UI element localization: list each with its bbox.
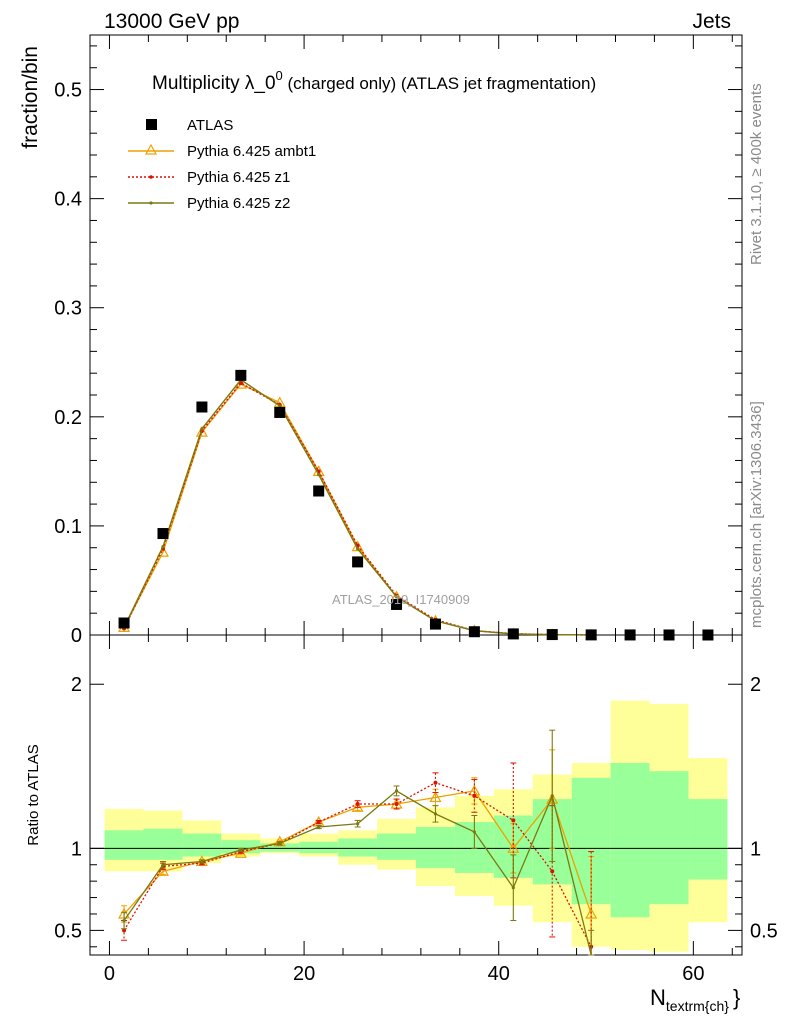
ratio-point [278, 841, 282, 846]
main-point [200, 427, 204, 431]
ratio-point [122, 918, 126, 923]
band-green-bin [143, 828, 183, 860]
ratio-panel-frame [89, 634, 743, 956]
band-green-bin [377, 833, 416, 860]
atlas-data-point [313, 485, 325, 497]
ratio-point [316, 820, 321, 825]
ratio-point [122, 928, 127, 933]
atlas-data-point [391, 598, 403, 610]
atlas-data-point [468, 626, 480, 638]
y-tick-label-ratio-right: 1 [750, 838, 761, 860]
y-axis-title-ratio: Ratio to ATLAS [25, 744, 42, 845]
legend-marker-ambt1 [144, 143, 158, 155]
header-collision: 13000 GeV pp [104, 10, 239, 33]
ratio-point [161, 863, 165, 867]
x-tick-label: 40 [488, 963, 510, 985]
atlas-data-point [585, 629, 597, 641]
atlas-data-point [118, 617, 130, 629]
legend: ATLAS Pythia 6.425 ambt1 Pythia 6.425 z1… [128, 117, 316, 212]
band-green-bin [610, 763, 650, 918]
main-point [195, 425, 208, 437]
ratio-point [429, 791, 442, 803]
y-tick-label-main: 0.4 [54, 189, 82, 211]
atlas-data-point [274, 406, 286, 418]
ratio-point [200, 859, 204, 864]
legend-label-ambt1: Pythia 6.425 ambt1 [187, 143, 316, 160]
header-process: Jets [692, 10, 731, 33]
y-tick-label-main: 0.5 [54, 80, 82, 102]
ratio-point [394, 802, 399, 807]
ratio-series-layer [118, 729, 598, 956]
analysis-watermark: ATLAS_2019_I1740909 [332, 592, 470, 607]
band-green-bin [104, 830, 144, 860]
ratio-point [585, 907, 598, 919]
x-tick-label: 20 [293, 963, 315, 985]
y-axis-title-main: fraction/bin [19, 46, 42, 149]
ratio-point [472, 793, 477, 798]
ratio-point [511, 818, 516, 823]
atlas-data-point [702, 629, 714, 641]
legend-marker-z2 [149, 201, 153, 205]
mcplots-label: mcplots.cern.ch [arXiv:1306.3436] [748, 401, 765, 628]
band-green-bin [182, 833, 222, 857]
ratio-point [433, 812, 438, 816]
rivet-version-label: Rivet 3.1.10, ≥ 400k events [748, 83, 765, 265]
band-green-bin [416, 827, 455, 869]
ratio-point [433, 780, 438, 785]
atlas-data-point [352, 556, 364, 568]
legend-marker-z1 [149, 175, 153, 179]
legend-label-atlas: ATLAS [187, 117, 233, 134]
main-point [278, 404, 282, 408]
x-tick-label: 60 [682, 963, 704, 985]
legend-label-z2: Pythia 6.425 z2 [187, 195, 290, 212]
ratio-point [355, 802, 360, 807]
axis-ticks-layer [90, 35, 742, 955]
y-tick-label-ratio: 1 [71, 838, 82, 860]
x-axis-title-brace: } [733, 985, 740, 1010]
legend-label-z1: Pythia 6.425 z1 [187, 169, 290, 186]
y-tick-label-main: 0 [71, 625, 82, 647]
band-green-bin [688, 799, 728, 880]
main-point [317, 473, 321, 477]
x-tick-label: 0 [104, 963, 115, 985]
atlas-data-point [196, 401, 208, 413]
band-green-bin [299, 841, 339, 854]
y-tick-label-ratio-right: 0.5 [750, 920, 778, 942]
atlas-data-point [546, 629, 558, 641]
plot-title: Multiplicity λ_00 (charged only) (ATLAS … [152, 68, 596, 94]
ratio-point [472, 830, 476, 834]
y-tick-label-ratio: 0.5 [54, 920, 82, 942]
axis-tick-labels-layer: 00.10.20.30.40.50.5 0.51 12 20 20 40 60 [54, 80, 778, 985]
ratio-uncertainty-bands [90, 700, 742, 952]
y-tick-label-ratio-right: 2 [750, 674, 761, 696]
ratio-point [356, 822, 360, 826]
band-green-bin [649, 771, 689, 905]
band-green-bin [338, 838, 378, 857]
main-point [351, 540, 364, 552]
y-tick-label-ratio: 2 [71, 674, 82, 696]
legend-marker-atlas [146, 119, 157, 130]
ratio-point [394, 789, 399, 793]
ratio-point [550, 869, 555, 874]
ratio-point [511, 886, 515, 890]
y-tick-label-main: 0.3 [54, 298, 82, 320]
ratio-point [239, 848, 243, 852]
main-point [161, 545, 165, 549]
ratio-point [317, 825, 321, 829]
band-green-bin [260, 843, 300, 852]
main-point [356, 547, 360, 551]
atlas-data-point [157, 528, 169, 540]
x-axis-title: Ntextrm{ch} [650, 985, 729, 1014]
main-series-layer [118, 369, 714, 641]
y-tick-label-main: 0.1 [54, 516, 82, 538]
atlas-data-point [663, 629, 675, 641]
atlas-data-point [429, 618, 441, 630]
atlas-data-point [624, 629, 636, 641]
main-point [394, 595, 399, 599]
y-tick-label-main: 0.2 [54, 407, 82, 429]
atlas-data-point [235, 369, 247, 381]
atlas-data-point [507, 628, 519, 640]
ratio-point [550, 794, 554, 798]
